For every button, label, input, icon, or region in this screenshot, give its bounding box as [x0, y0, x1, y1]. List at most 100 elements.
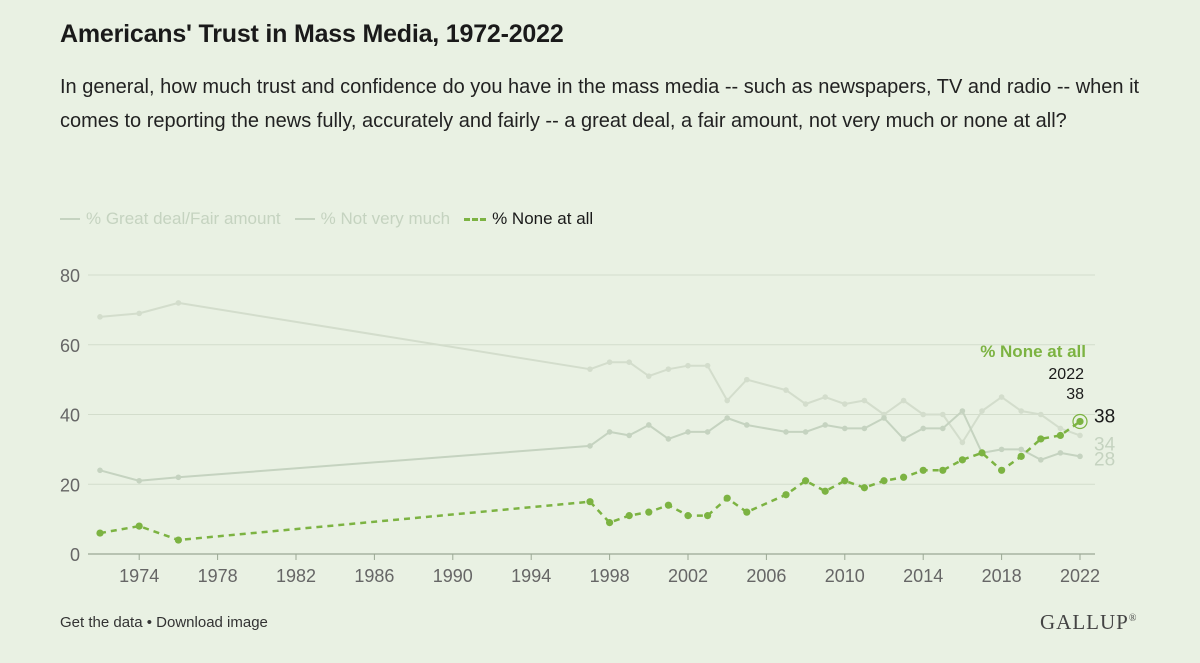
data-point-not-very-much-2020: [1038, 457, 1044, 463]
y-tick-label-20: 20: [60, 475, 80, 495]
end-label-none-at-all: 38: [1094, 406, 1115, 427]
annotation-value: 38: [1066, 386, 1084, 403]
data-point-not-very-much-2014: [920, 425, 926, 432]
end-label-not-very-much: 28: [1094, 449, 1115, 470]
legend-swatch-dashed: [464, 217, 487, 221]
data-point-great-deal-fair-amount-2019: [1018, 408, 1024, 414]
data-point-none-at-all-2012: [880, 477, 888, 485]
data-point-none-at-all-2021: [1056, 431, 1064, 440]
y-tick-label-60: 60: [60, 336, 80, 356]
legend-swatch-solid: [294, 218, 315, 220]
data-point-great-deal-fair-amount-2022: [1077, 432, 1083, 439]
x-tick-label-2014: 2014: [903, 566, 943, 586]
data-point-not-very-much-1972: [97, 467, 103, 474]
data-point-none-at-all-2019: [1017, 452, 1025, 460]
data-point-not-very-much-2015: [940, 425, 946, 432]
data-point-not-very-much-2005: [744, 422, 750, 428]
data-point-great-deal-fair-amount-2013: [900, 397, 907, 404]
data-point-great-deal-fair-amount-2005: [744, 376, 750, 383]
data-point-none-at-all-2000: [645, 508, 653, 516]
annotation-year: 2022: [1048, 366, 1084, 383]
annotation-series-label: % None at all: [980, 342, 1086, 361]
data-point-not-very-much-2021: [1057, 450, 1064, 456]
footer-separator: •: [146, 614, 152, 631]
data-point-not-very-much-1998: [606, 429, 613, 435]
data-point-not-very-much-2003: [704, 429, 711, 435]
data-point-not-very-much-2009: [822, 422, 828, 428]
data-point-great-deal-fair-amount-1972: [97, 314, 103, 320]
data-point-none-at-all-2011: [860, 484, 869, 492]
data-point-not-very-much-2002: [685, 429, 691, 435]
x-tick-label-1974: 1974: [119, 566, 159, 586]
data-point-none-at-all-2022: [1076, 417, 1084, 426]
data-point-great-deal-fair-amount-2014: [920, 411, 926, 418]
data-point-not-very-much-2010: [842, 425, 848, 432]
y-tick-label-0: 0: [70, 545, 80, 565]
x-tick-label-2022: 2022: [1060, 566, 1100, 586]
data-point-none-at-all-2020: [1037, 435, 1045, 443]
x-tick-label-1990: 1990: [433, 566, 473, 586]
x-tick-label-1986: 1986: [354, 566, 394, 586]
data-point-great-deal-fair-amount-2020: [1038, 411, 1044, 418]
data-point-not-very-much-2008: [802, 429, 809, 435]
data-point-not-very-much-2019: [1018, 446, 1024, 453]
data-point-great-deal-fair-amount-2017: [979, 408, 985, 414]
series-line-great-deal-fair-amount: [99, 301, 1081, 444]
data-point-great-deal-fair-amount-1998: [606, 359, 613, 365]
data-point-none-at-all-1976: [174, 536, 182, 544]
get-data-link[interactable]: Get the data: [60, 614, 143, 631]
legend-item-great-deal-fair-amount[interactable]: % Great deal/Fair amount: [60, 209, 281, 229]
data-point-none-at-all-2005: [743, 508, 751, 516]
data-point-not-very-much-2001: [665, 436, 672, 442]
chart-subtitle: In general, how much trust and confidenc…: [60, 76, 1140, 132]
data-point-not-very-much-2007: [783, 429, 789, 435]
x-tick-label-1982: 1982: [276, 566, 316, 586]
data-point-great-deal-fair-amount-2015: [940, 411, 946, 418]
data-point-great-deal-fair-amount-2010: [842, 401, 848, 407]
data-point-not-very-much-2011: [861, 425, 868, 432]
legend-label: % Great deal/Fair amount: [86, 209, 281, 228]
data-point-great-deal-fair-amount-2011: [861, 397, 868, 404]
legend-label: % None at all: [492, 209, 594, 228]
x-tick-label-2010: 2010: [825, 566, 865, 586]
gallup-logo[interactable]: GALLUP®: [1040, 610, 1137, 635]
legend-label: % Not very much: [320, 209, 451, 228]
x-tick-label-1978: 1978: [198, 566, 238, 586]
brand-mark: ®: [1128, 613, 1138, 624]
data-point-great-deal-fair-amount-2021: [1057, 425, 1064, 432]
data-point-none-at-all-1972: [96, 529, 104, 537]
highlight-ring: [1072, 413, 1088, 430]
data-point-none-at-all-2013: [900, 473, 908, 481]
data-point-not-very-much-2004: [724, 415, 730, 421]
legend-item-none-at-all[interactable]: % None at all: [464, 209, 593, 229]
x-tick-label-1994: 1994: [511, 566, 551, 586]
end-label-great-deal-fair-amount: 34: [1094, 434, 1116, 455]
data-point-great-deal-fair-amount-2001: [665, 366, 672, 372]
data-point-not-very-much-2018: [998, 446, 1005, 453]
legend-item-not-very-much[interactable]: % Not very much: [294, 209, 451, 229]
series-line-none-at-all: [99, 420, 1081, 542]
data-point-great-deal-fair-amount-2008: [802, 401, 809, 407]
data-point-none-at-all-2015: [939, 466, 947, 474]
data-point-great-deal-fair-amount-2016: [959, 439, 966, 446]
data-point-not-very-much-2016: [959, 408, 966, 414]
data-point-great-deal-fair-amount-2018: [998, 394, 1005, 400]
data-point-great-deal-fair-amount-2000: [646, 373, 652, 379]
data-point-none-at-all-1997: [586, 498, 594, 506]
data-point-none-at-all-1974: [135, 522, 143, 530]
y-tick-label-80: 80: [60, 266, 80, 286]
data-point-none-at-all-2007: [782, 491, 790, 499]
data-point-not-very-much-1976: [175, 474, 182, 481]
data-point-great-deal-fair-amount-2004: [724, 397, 730, 404]
data-point-none-at-all-2009: [821, 487, 829, 495]
brand-text: GALLUP: [1040, 610, 1129, 634]
data-point-none-at-all-2004: [723, 494, 731, 502]
data-point-none-at-all-1998: [606, 519, 614, 527]
download-image-link[interactable]: Download image: [156, 614, 268, 631]
data-point-great-deal-fair-amount-2002: [685, 362, 691, 369]
data-point-not-very-much-2013: [900, 436, 907, 442]
data-point-great-deal-fair-amount-1999: [626, 359, 632, 365]
data-point-not-very-much-2000: [646, 422, 652, 428]
data-point-great-deal-fair-amount-1974: [136, 310, 142, 317]
chart-title: Americans' Trust in Mass Media, 1972-202…: [60, 20, 564, 48]
